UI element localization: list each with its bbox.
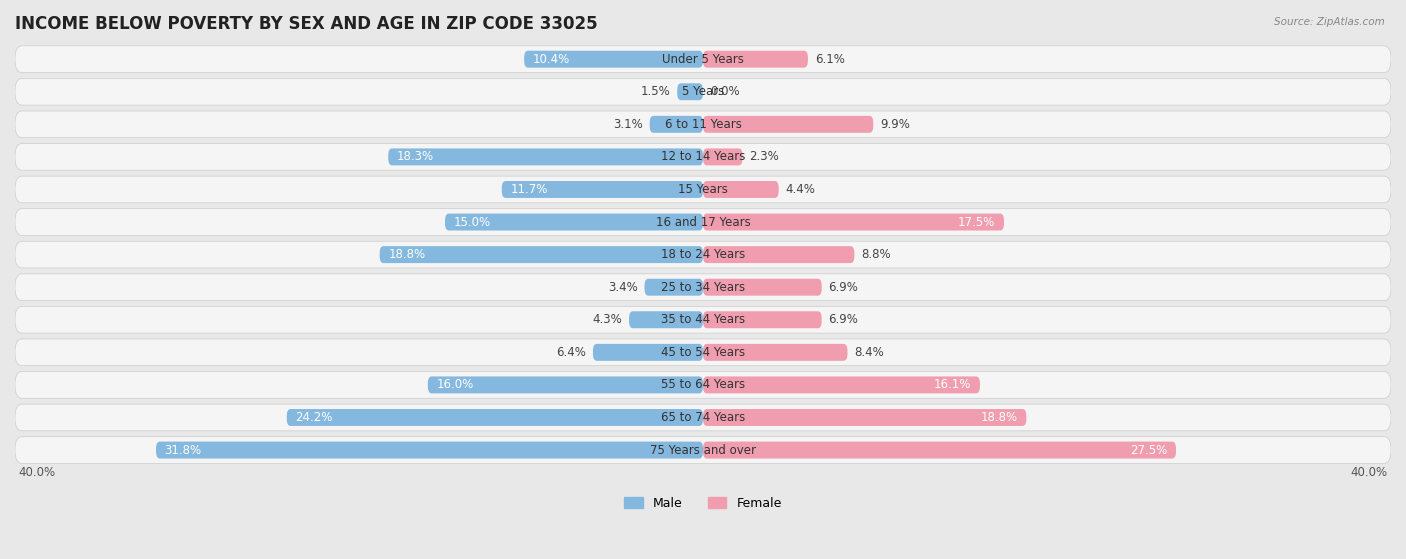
FancyBboxPatch shape bbox=[502, 181, 703, 198]
Text: 11.7%: 11.7% bbox=[510, 183, 548, 196]
FancyBboxPatch shape bbox=[524, 51, 703, 68]
FancyBboxPatch shape bbox=[15, 241, 1391, 268]
Text: 6.4%: 6.4% bbox=[557, 346, 586, 359]
FancyBboxPatch shape bbox=[703, 311, 821, 328]
FancyBboxPatch shape bbox=[15, 78, 1391, 105]
Text: 8.8%: 8.8% bbox=[862, 248, 891, 261]
Text: 65 to 74 Years: 65 to 74 Years bbox=[661, 411, 745, 424]
Text: 15 Years: 15 Years bbox=[678, 183, 728, 196]
Text: 6 to 11 Years: 6 to 11 Years bbox=[665, 118, 741, 131]
Text: 6.9%: 6.9% bbox=[828, 281, 859, 293]
Text: 18 to 24 Years: 18 to 24 Years bbox=[661, 248, 745, 261]
Text: 16.0%: 16.0% bbox=[436, 378, 474, 391]
Text: 16 and 17 Years: 16 and 17 Years bbox=[655, 216, 751, 229]
FancyBboxPatch shape bbox=[703, 149, 742, 165]
FancyBboxPatch shape bbox=[427, 376, 703, 394]
FancyBboxPatch shape bbox=[593, 344, 703, 361]
Text: 6.9%: 6.9% bbox=[828, 313, 859, 326]
FancyBboxPatch shape bbox=[15, 144, 1391, 170]
Text: 0.0%: 0.0% bbox=[710, 86, 740, 98]
FancyBboxPatch shape bbox=[703, 344, 848, 361]
FancyBboxPatch shape bbox=[388, 149, 703, 165]
Text: 3.4%: 3.4% bbox=[607, 281, 638, 293]
Text: 17.5%: 17.5% bbox=[957, 216, 995, 229]
Text: 75 Years and over: 75 Years and over bbox=[650, 443, 756, 457]
FancyBboxPatch shape bbox=[703, 279, 821, 296]
FancyBboxPatch shape bbox=[703, 116, 873, 133]
Text: 55 to 64 Years: 55 to 64 Years bbox=[661, 378, 745, 391]
FancyBboxPatch shape bbox=[703, 409, 1026, 426]
FancyBboxPatch shape bbox=[446, 214, 703, 230]
Text: 18.8%: 18.8% bbox=[980, 411, 1018, 424]
FancyBboxPatch shape bbox=[644, 279, 703, 296]
FancyBboxPatch shape bbox=[703, 214, 1004, 230]
Text: 16.1%: 16.1% bbox=[934, 378, 972, 391]
Text: 3.1%: 3.1% bbox=[613, 118, 643, 131]
FancyBboxPatch shape bbox=[380, 246, 703, 263]
FancyBboxPatch shape bbox=[703, 181, 779, 198]
FancyBboxPatch shape bbox=[703, 246, 855, 263]
Text: 31.8%: 31.8% bbox=[165, 443, 202, 457]
FancyBboxPatch shape bbox=[678, 83, 703, 100]
Text: 12 to 14 Years: 12 to 14 Years bbox=[661, 150, 745, 163]
FancyBboxPatch shape bbox=[15, 46, 1391, 73]
FancyBboxPatch shape bbox=[703, 376, 980, 394]
Text: 6.1%: 6.1% bbox=[815, 53, 845, 65]
FancyBboxPatch shape bbox=[15, 274, 1391, 301]
FancyBboxPatch shape bbox=[15, 209, 1391, 235]
FancyBboxPatch shape bbox=[15, 404, 1391, 431]
FancyBboxPatch shape bbox=[15, 339, 1391, 366]
Text: 18.8%: 18.8% bbox=[388, 248, 426, 261]
Text: 9.9%: 9.9% bbox=[880, 118, 910, 131]
Text: 27.5%: 27.5% bbox=[1130, 443, 1167, 457]
FancyBboxPatch shape bbox=[15, 306, 1391, 333]
FancyBboxPatch shape bbox=[15, 372, 1391, 398]
FancyBboxPatch shape bbox=[15, 176, 1391, 203]
Legend: Male, Female: Male, Female bbox=[619, 492, 787, 515]
FancyBboxPatch shape bbox=[628, 311, 703, 328]
Text: 2.3%: 2.3% bbox=[749, 150, 779, 163]
Text: Source: ZipAtlas.com: Source: ZipAtlas.com bbox=[1274, 17, 1385, 27]
Text: INCOME BELOW POVERTY BY SEX AND AGE IN ZIP CODE 33025: INCOME BELOW POVERTY BY SEX AND AGE IN Z… bbox=[15, 15, 598, 33]
Text: 35 to 44 Years: 35 to 44 Years bbox=[661, 313, 745, 326]
Text: 15.0%: 15.0% bbox=[454, 216, 491, 229]
Text: 45 to 54 Years: 45 to 54 Years bbox=[661, 346, 745, 359]
Text: 4.3%: 4.3% bbox=[592, 313, 623, 326]
Text: 8.4%: 8.4% bbox=[855, 346, 884, 359]
Text: 25 to 34 Years: 25 to 34 Years bbox=[661, 281, 745, 293]
Text: 24.2%: 24.2% bbox=[295, 411, 333, 424]
FancyBboxPatch shape bbox=[156, 442, 703, 458]
FancyBboxPatch shape bbox=[703, 442, 1175, 458]
Text: Under 5 Years: Under 5 Years bbox=[662, 53, 744, 65]
FancyBboxPatch shape bbox=[703, 51, 808, 68]
Text: 5 Years: 5 Years bbox=[682, 86, 724, 98]
FancyBboxPatch shape bbox=[15, 111, 1391, 138]
FancyBboxPatch shape bbox=[287, 409, 703, 426]
FancyBboxPatch shape bbox=[650, 116, 703, 133]
Text: 40.0%: 40.0% bbox=[18, 466, 56, 480]
Text: 10.4%: 10.4% bbox=[533, 53, 569, 65]
Text: 1.5%: 1.5% bbox=[641, 86, 671, 98]
Text: 18.3%: 18.3% bbox=[396, 150, 434, 163]
Text: 40.0%: 40.0% bbox=[1350, 466, 1388, 480]
Text: 4.4%: 4.4% bbox=[786, 183, 815, 196]
FancyBboxPatch shape bbox=[15, 437, 1391, 463]
